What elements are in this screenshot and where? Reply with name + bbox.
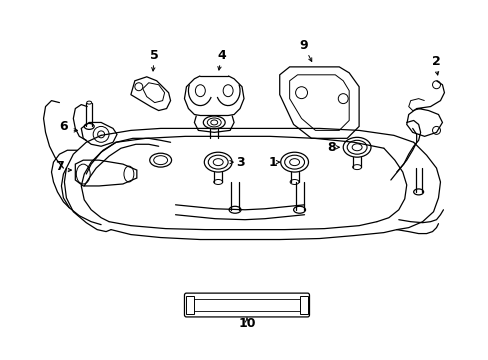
Bar — [186, 296, 194, 314]
Ellipse shape — [204, 152, 232, 172]
Text: 10: 10 — [238, 317, 255, 330]
Text: 6: 6 — [59, 120, 67, 134]
Bar — [299, 296, 307, 314]
Text: 1: 1 — [268, 156, 277, 168]
Text: 8: 8 — [326, 141, 335, 154]
Ellipse shape — [203, 116, 224, 129]
Text: 3: 3 — [235, 156, 244, 168]
Ellipse shape — [280, 152, 308, 172]
Ellipse shape — [343, 137, 370, 157]
Ellipse shape — [149, 153, 171, 167]
Text: 4: 4 — [217, 49, 226, 62]
Text: 7: 7 — [55, 160, 63, 173]
Text: 9: 9 — [299, 39, 307, 52]
Text: 2: 2 — [431, 55, 440, 68]
Text: 5: 5 — [150, 49, 159, 62]
